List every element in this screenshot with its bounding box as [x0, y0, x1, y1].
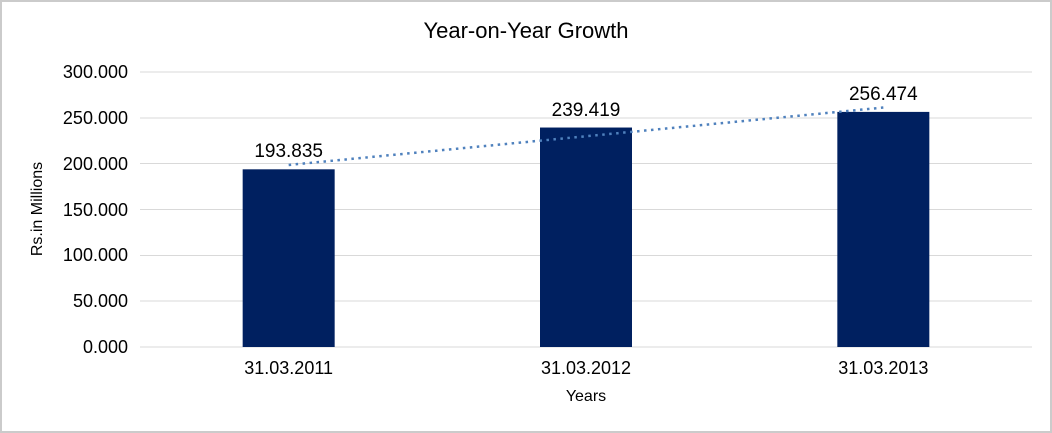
- x-category-label: 31.03.2012: [540, 358, 632, 378]
- bar-data-label: 256.474: [848, 83, 918, 105]
- x-axis-title: Years: [565, 388, 607, 405]
- bar: [540, 127, 632, 347]
- bar-data-label: 193.835: [254, 141, 323, 163]
- y-tick-label: 100.000: [62, 245, 128, 266]
- bar-data-label: 239.419: [551, 99, 621, 121]
- bar: [242, 169, 335, 347]
- y-tick-label: 200.000: [62, 153, 128, 174]
- y-tick-label: 0.000: [82, 337, 128, 357]
- y-tick-label: 150.000: [62, 199, 128, 220]
- y-tick-label: 50.000: [72, 291, 128, 312]
- x-category-label: 31.03.2013: [838, 358, 929, 378]
- y-tick-label: 250.000: [62, 107, 128, 128]
- chart-title: Year-on-Year Growth: [423, 18, 629, 43]
- x-category-label: 31.03.2011: [244, 358, 334, 378]
- bar: [837, 111, 930, 347]
- y-tick-label: 300.000: [62, 62, 128, 82]
- trendline: [288, 106, 884, 167]
